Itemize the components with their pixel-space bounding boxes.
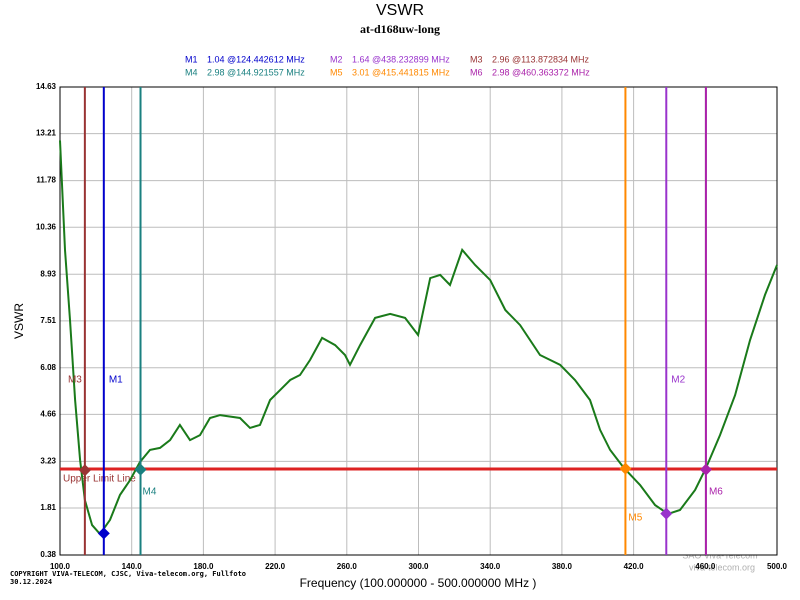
x-tick-label: 420.0 bbox=[624, 562, 645, 571]
marker-name: M5 bbox=[628, 513, 642, 524]
legend-label: 1.64 @438.232899 MHz bbox=[352, 54, 450, 64]
chart-subtitle: at-d168uw-long bbox=[360, 22, 440, 36]
legend-name: M3 bbox=[470, 54, 483, 64]
legend-name: M6 bbox=[470, 67, 483, 77]
legend-name: M4 bbox=[185, 67, 198, 77]
y-tick-label: 4.66 bbox=[40, 410, 56, 419]
legend-label: 1.04 @124.442612 MHz bbox=[207, 54, 305, 64]
legend-label: 2.98 @460.363372 MHz bbox=[492, 67, 590, 77]
date: 30.12.2024 bbox=[10, 578, 52, 586]
vswr-line bbox=[59, 140, 778, 536]
marker-diamond bbox=[699, 463, 712, 476]
legend-name: M5 bbox=[330, 67, 343, 77]
x-tick-label: 380.0 bbox=[552, 562, 573, 571]
marker-name: M2 bbox=[671, 375, 685, 386]
chart-title: VSWR bbox=[376, 2, 424, 19]
y-tick-label: 13.21 bbox=[36, 129, 57, 138]
limit-line-label: Upper Limit Line bbox=[63, 474, 136, 485]
legend-name: M2 bbox=[330, 54, 343, 64]
copyright: COPYRIGHT VIVA-TELECOM, CJSC, Viva-telec… bbox=[10, 570, 246, 578]
y-tick-label: 6.08 bbox=[40, 363, 56, 372]
plot-border bbox=[59, 86, 778, 556]
watermark: viva-telecom.org bbox=[689, 562, 755, 572]
y-axis-label: VSWR bbox=[12, 303, 26, 339]
marker-name: M3 bbox=[68, 375, 82, 386]
x-tick-label: 340.0 bbox=[480, 562, 501, 571]
legend-label: 2.98 @144.921557 MHz bbox=[207, 67, 305, 77]
x-tick-label: 100.0 bbox=[50, 562, 71, 571]
y-tick-label: 0.38 bbox=[40, 550, 56, 559]
y-tick-label: 3.23 bbox=[40, 457, 56, 466]
marker-name: M4 bbox=[143, 487, 157, 498]
legend-name: M1 bbox=[185, 54, 198, 64]
y-tick-label: 1.81 bbox=[40, 503, 56, 512]
x-axis-label: Frequency (100.000000 - 500.000000 MHz ) bbox=[300, 576, 537, 590]
y-tick-label: 14.63 bbox=[36, 82, 57, 91]
marker-diamond bbox=[660, 507, 673, 520]
y-tick-label: 11.78 bbox=[36, 176, 56, 185]
marker-name: M1 bbox=[109, 375, 123, 386]
marker-diamond bbox=[134, 463, 147, 476]
marker-diamond bbox=[97, 527, 110, 540]
x-tick-label: 220.0 bbox=[265, 562, 286, 571]
y-tick-label: 8.93 bbox=[40, 269, 56, 278]
y-tick-label: 7.51 bbox=[40, 316, 56, 325]
marker-diamond bbox=[619, 462, 632, 475]
x-tick-label: 140.0 bbox=[122, 562, 143, 571]
x-tick-label: 180.0 bbox=[193, 562, 214, 571]
x-tick-label: 300.0 bbox=[408, 562, 429, 571]
legend-label: 3.01 @415.441815 MHz bbox=[352, 67, 450, 77]
x-tick-label: 500.0 bbox=[767, 562, 788, 571]
marker-diamond bbox=[78, 464, 91, 477]
x-tick-label: 260.0 bbox=[337, 562, 358, 571]
legend-label: 2.96 @113.872834 MHz bbox=[492, 54, 590, 64]
x-tick-label: 460.0 bbox=[695, 562, 716, 571]
marker-name: M6 bbox=[709, 487, 723, 498]
y-tick-label: 10.36 bbox=[36, 222, 57, 231]
